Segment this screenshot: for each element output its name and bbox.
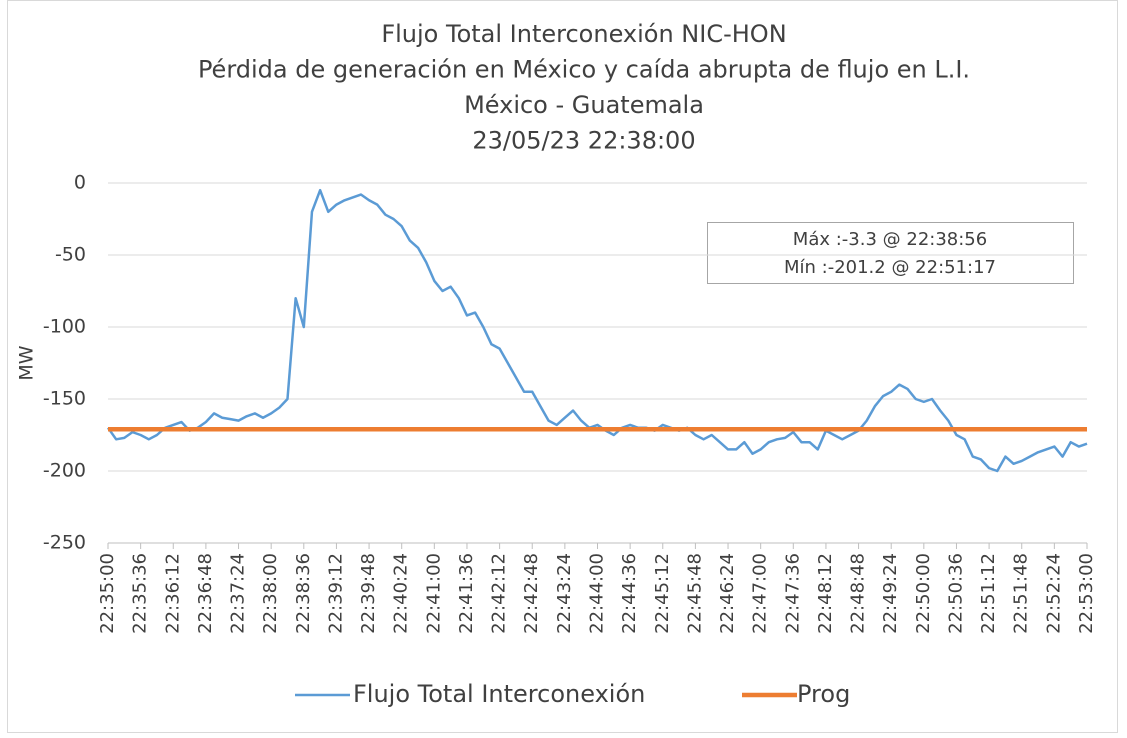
chart-title: México - Guatemala — [464, 91, 704, 119]
legend-label: Prog — [797, 680, 850, 708]
y-tick-label: -250 — [43, 532, 86, 554]
x-tick-label: 22:38:36 — [293, 553, 314, 634]
chart-frame — [7, 0, 1118, 733]
x-tick-label: 22:42:12 — [489, 553, 510, 634]
y-axis-label: MW — [16, 345, 38, 380]
x-tick-label: 22:46:24 — [717, 553, 738, 634]
legend-label: Flujo Total Interconexión — [353, 680, 645, 708]
x-tick-label: 22:48:48 — [848, 553, 869, 634]
x-tick-label: 22:50:36 — [945, 553, 966, 634]
x-tick-label: 22:52:24 — [1043, 553, 1064, 634]
series-line — [106, 188, 1088, 473]
x-tick-label: 22:40:24 — [391, 553, 412, 634]
x-tick-label: 22:41:00 — [423, 553, 444, 634]
x-tick-label: 22:51:12 — [978, 553, 999, 634]
annotation-box — [707, 222, 1074, 284]
x-tick-label: 22:39:12 — [325, 553, 346, 634]
x-tick-label: 22:53:00 — [1076, 553, 1097, 634]
y-tick-label: -100 — [43, 316, 86, 338]
chart-title: Pérdida de generación en México y caída … — [198, 56, 970, 84]
x-tick-label: 22:51:48 — [1011, 553, 1032, 634]
x-tick-label: 22:35:00 — [97, 553, 118, 634]
y-tick-label: -150 — [43, 388, 86, 410]
chart-title: 23/05/23 22:38:00 — [472, 127, 695, 155]
y-tick-label: 0 — [74, 172, 86, 194]
x-tick-label: 22:45:48 — [684, 553, 705, 634]
x-tick-label: 22:44:36 — [619, 553, 640, 634]
x-tick-label: 22:36:12 — [162, 553, 183, 634]
x-tick-label: 22:43:24 — [554, 553, 575, 634]
annotation: Máx :-3.3 @ 22:38:56 — [793, 229, 987, 250]
x-tick-label: 22:49:24 — [880, 553, 901, 634]
x-tick-label: 22:39:48 — [358, 553, 379, 634]
x-tick-label: 22:47:00 — [750, 553, 771, 634]
x-tick-label: 22:45:12 — [652, 553, 673, 634]
x-tick-label: 22:50:00 — [913, 553, 934, 634]
annotation: Mín :-201.2 @ 22:51:17 — [784, 257, 996, 278]
x-tick-label: 22:42:48 — [521, 553, 542, 634]
y-tick-label: -50 — [55, 244, 86, 266]
x-tick-label: 22:36:48 — [195, 553, 216, 634]
x-tick-label: 22:38:00 — [260, 553, 281, 634]
x-tick-label: 22:41:36 — [456, 553, 477, 634]
x-tick-label: 22:37:24 — [228, 553, 249, 634]
chart-title: Flujo Total Interconexión NIC-HON — [381, 20, 786, 48]
y-tick-label: -200 — [43, 460, 86, 482]
x-tick-label: 22:48:12 — [815, 553, 836, 634]
x-tick-label: 22:35:36 — [130, 553, 151, 634]
x-tick-label: 22:44:00 — [587, 553, 608, 634]
x-tick-label: 22:47:36 — [782, 553, 803, 634]
